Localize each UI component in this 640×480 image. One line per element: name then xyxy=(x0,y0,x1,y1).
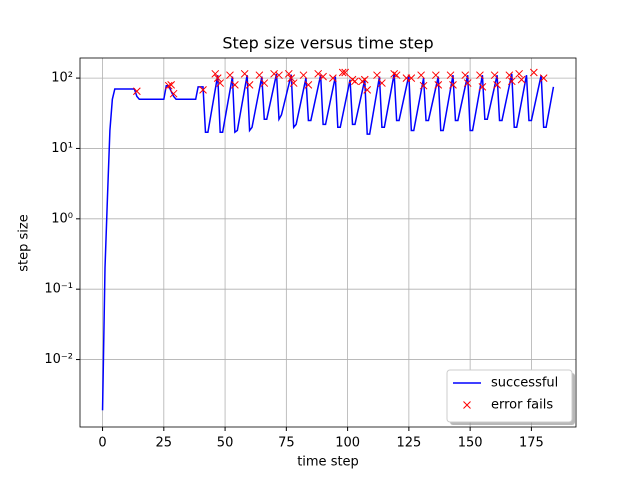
error-marker xyxy=(463,79,472,87)
error-marker xyxy=(240,69,249,78)
x-tick-label: 50 xyxy=(217,436,234,451)
legend-label: error fails xyxy=(491,398,553,413)
error-marker xyxy=(490,71,499,80)
error-marker xyxy=(515,69,523,78)
error-marker xyxy=(304,81,313,89)
error-marker xyxy=(378,79,386,87)
x-axis-label: time step xyxy=(297,455,359,470)
error-marker xyxy=(329,74,337,82)
error-marker xyxy=(213,74,222,82)
error-marker xyxy=(169,89,178,98)
line-series xyxy=(101,73,555,411)
error-marker xyxy=(390,69,399,78)
error-marker xyxy=(164,81,173,90)
error-marker xyxy=(260,79,269,87)
y-tick-label: 10¹ xyxy=(51,141,73,156)
error-marker xyxy=(231,81,239,89)
error-marker xyxy=(299,71,308,80)
error-marker xyxy=(199,86,207,94)
plot-frame xyxy=(79,57,577,428)
error-marker xyxy=(476,71,484,80)
error-marker xyxy=(505,71,514,80)
error-marker xyxy=(270,69,278,78)
error-marker xyxy=(493,81,501,89)
error-marker xyxy=(449,81,457,89)
error-marker xyxy=(289,79,298,87)
error-marker xyxy=(417,71,425,80)
error-marker xyxy=(461,71,470,80)
error-marker xyxy=(338,68,347,77)
x-tick-label: 25 xyxy=(156,436,173,451)
error-marker xyxy=(314,69,323,78)
error-marker xyxy=(478,83,487,91)
error-marker xyxy=(287,74,296,82)
error-marker xyxy=(211,69,220,78)
x-tick-label: 175 xyxy=(519,436,544,451)
error-marker xyxy=(341,68,350,77)
error-marker xyxy=(407,74,416,82)
error-marker xyxy=(319,72,327,81)
error-marker xyxy=(360,75,369,84)
error-marker xyxy=(216,79,225,87)
x-tick-label: 125 xyxy=(396,436,421,451)
y-tick-label: 10⁻¹ xyxy=(44,282,73,297)
error-marker xyxy=(517,75,526,84)
error-marker xyxy=(275,71,283,80)
error-marker xyxy=(167,81,176,89)
legend-label: successful xyxy=(491,376,558,391)
error-marker xyxy=(431,71,440,80)
error-marker xyxy=(539,74,548,82)
x-tick-label: 100 xyxy=(335,436,360,451)
error-marker xyxy=(351,77,359,86)
error-marker xyxy=(255,71,264,80)
error-marker xyxy=(226,71,234,80)
chart-title: Step size versus time step xyxy=(222,34,433,53)
y-axis-label: step size xyxy=(17,214,32,271)
error-marker xyxy=(133,87,141,96)
x-tick-label: 75 xyxy=(278,436,295,451)
error-marker xyxy=(434,81,443,89)
y-tick-label: 10⁻² xyxy=(44,352,73,367)
error-marker xyxy=(507,77,516,86)
error-marker xyxy=(446,71,455,80)
error-marker xyxy=(245,81,254,89)
legend-marker xyxy=(463,401,471,409)
error-marker xyxy=(529,68,538,77)
error-marker xyxy=(392,71,401,80)
x-tick-label: 0 xyxy=(98,436,106,451)
y-tick-label: 10⁰ xyxy=(51,211,73,226)
x-tick-label: 150 xyxy=(458,436,483,451)
error-marker xyxy=(373,71,381,80)
error-marker xyxy=(284,69,293,78)
error-marker xyxy=(363,86,372,94)
y-tick-label: 10² xyxy=(51,71,73,86)
error-marker xyxy=(419,81,428,90)
